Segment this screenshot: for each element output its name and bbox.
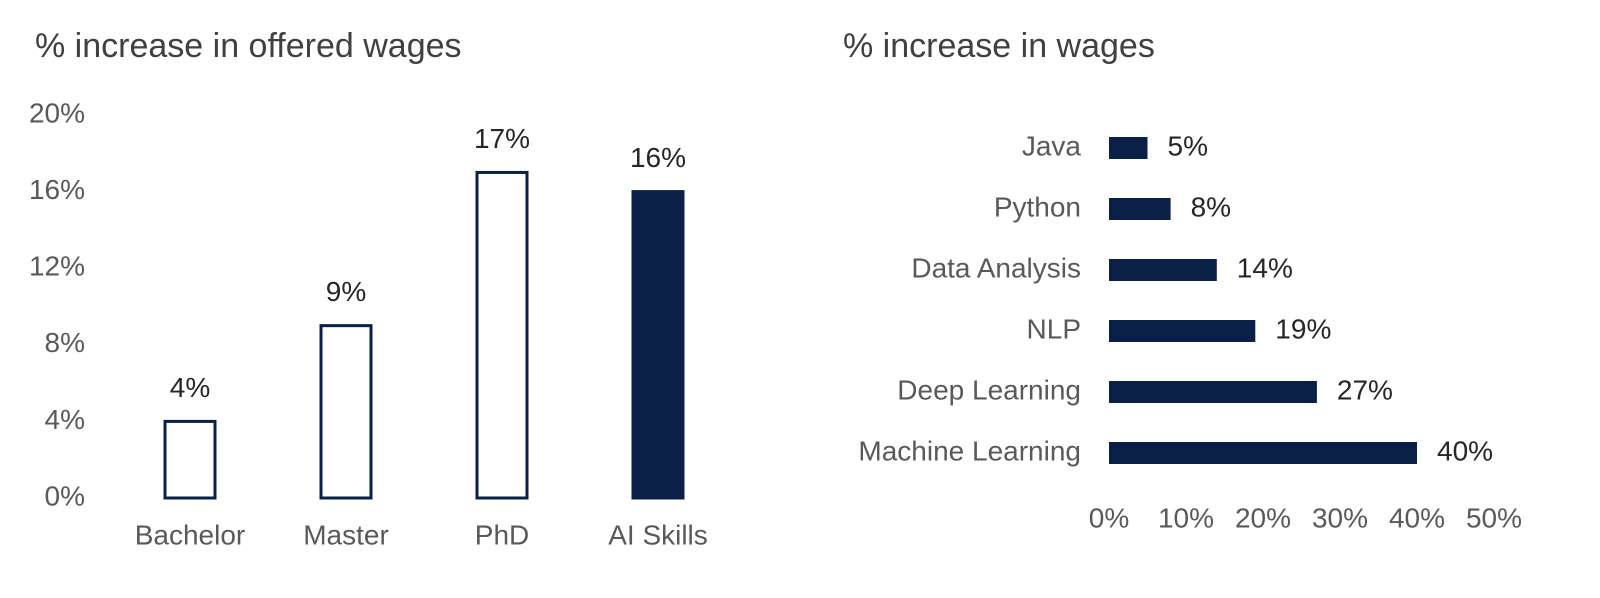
value-label: 17% xyxy=(474,123,530,154)
value-label: 16% xyxy=(630,142,686,173)
x-tick-label: 40% xyxy=(1389,502,1445,533)
x-tick-label: 30% xyxy=(1312,502,1368,533)
y-tick-label: Python xyxy=(994,191,1081,222)
value-label: 27% xyxy=(1337,374,1393,405)
x-tick-label: 0% xyxy=(1089,502,1129,533)
y-tick-label: Java xyxy=(1022,130,1082,161)
x-tick-label: AI Skills xyxy=(608,519,708,550)
bar xyxy=(1109,137,1148,159)
x-tick-label: Bachelor xyxy=(135,519,246,550)
x-tick-label: 10% xyxy=(1158,502,1214,533)
value-label: 5% xyxy=(1168,130,1208,161)
y-tick-label: NLP xyxy=(1027,313,1081,344)
x-tick-label: Master xyxy=(303,519,389,550)
bar xyxy=(631,190,685,500)
value-label: 9% xyxy=(326,276,366,307)
x-tick-label: 20% xyxy=(1235,502,1291,533)
x-tick-label: PhD xyxy=(475,519,529,550)
y-tick-label: 4% xyxy=(45,404,85,435)
y-tick-label: 0% xyxy=(45,480,85,511)
chart-title: % increase in wages xyxy=(843,27,1155,65)
bar xyxy=(1109,381,1317,403)
y-tick-label: Data Analysis xyxy=(911,252,1081,283)
bar xyxy=(1109,259,1217,281)
y-tick-label: 12% xyxy=(29,251,85,282)
x-tick-label: 50% xyxy=(1466,502,1522,533)
y-tick-label: Machine Learning xyxy=(858,435,1081,466)
y-tick-label: Deep Learning xyxy=(897,374,1081,405)
bar xyxy=(1109,442,1417,464)
value-label: 4% xyxy=(170,372,210,403)
y-tick-label: 20% xyxy=(29,97,85,128)
value-label: 14% xyxy=(1237,252,1293,283)
chart-title: % increase in offered wages xyxy=(35,27,462,65)
bar xyxy=(163,419,217,500)
value-label: 8% xyxy=(1191,191,1231,222)
y-tick-label: 16% xyxy=(29,174,85,205)
y-tick-label: 8% xyxy=(45,327,85,358)
bar xyxy=(1109,320,1256,342)
value-label: 40% xyxy=(1437,435,1493,466)
bar xyxy=(1109,198,1171,220)
bar xyxy=(475,170,529,500)
value-label: 19% xyxy=(1275,313,1331,344)
bar xyxy=(319,324,373,500)
